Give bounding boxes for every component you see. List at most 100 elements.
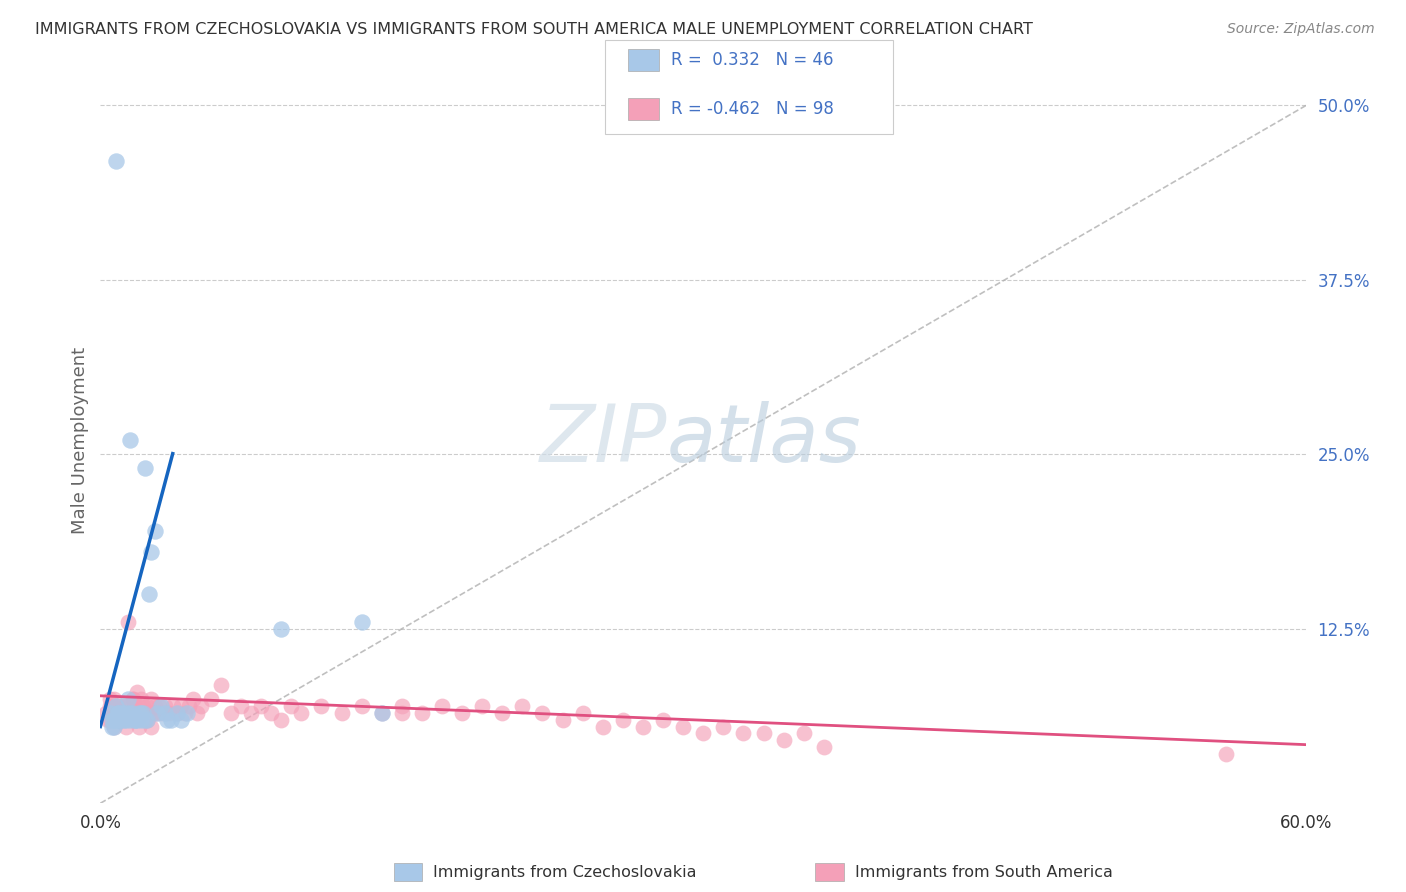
Point: [96, 706, 118, 720]
Point: [219, 706, 242, 720]
Text: atlas: atlas: [666, 401, 862, 479]
Point: [135, 713, 157, 727]
Point: [752, 726, 775, 740]
Point: [103, 713, 125, 727]
Point: [145, 706, 167, 720]
Text: Immigrants from Czechoslovakia: Immigrants from Czechoslovakia: [433, 865, 696, 880]
Point: [121, 706, 143, 720]
Point: [103, 719, 125, 733]
Point: [105, 698, 128, 713]
Point: [125, 706, 148, 720]
Point: [111, 706, 134, 720]
Point: [107, 706, 129, 720]
Point: [209, 678, 232, 692]
Point: [149, 706, 172, 720]
Point: [129, 706, 152, 720]
Point: [240, 706, 263, 720]
Point: [471, 698, 494, 713]
Point: [115, 706, 138, 720]
Point: [370, 706, 392, 720]
Point: [103, 713, 125, 727]
Point: [139, 719, 162, 733]
Point: [176, 706, 198, 720]
Point: [129, 691, 152, 706]
Point: [121, 691, 143, 706]
Point: [107, 706, 129, 720]
Point: [121, 691, 143, 706]
Point: [531, 706, 554, 720]
Point: [772, 733, 794, 747]
Text: R =  0.332   N = 46: R = 0.332 N = 46: [671, 51, 834, 70]
Point: [103, 691, 125, 706]
Point: [350, 615, 373, 629]
Point: [162, 698, 184, 713]
Point: [138, 706, 160, 720]
Point: [157, 706, 180, 720]
Point: [159, 713, 181, 727]
Point: [138, 587, 160, 601]
Point: [100, 698, 122, 713]
Point: [110, 706, 132, 720]
Point: [131, 706, 153, 720]
Point: [270, 622, 292, 636]
Point: [148, 698, 170, 713]
Point: [170, 698, 193, 713]
Text: Immigrants from South America: Immigrants from South America: [855, 865, 1112, 880]
Point: [672, 719, 695, 733]
Point: [156, 713, 179, 727]
Point: [330, 706, 353, 720]
Point: [128, 706, 150, 720]
Point: [1215, 747, 1237, 762]
Point: [229, 698, 252, 713]
Point: [135, 698, 157, 713]
Point: [120, 706, 142, 720]
Point: [186, 706, 208, 720]
Point: [592, 719, 614, 733]
Point: [733, 726, 755, 740]
Point: [692, 726, 714, 740]
Point: [105, 698, 128, 713]
Point: [134, 713, 156, 727]
Point: [115, 713, 138, 727]
Point: [124, 698, 146, 713]
Point: [571, 706, 593, 720]
Point: [111, 706, 134, 720]
Point: [250, 698, 273, 713]
Point: [139, 691, 162, 706]
Point: [124, 713, 146, 727]
Point: [103, 719, 125, 733]
Point: [111, 713, 134, 727]
Point: [100, 691, 122, 706]
Point: [170, 713, 193, 727]
Point: [107, 706, 129, 720]
Text: Source: ZipAtlas.com: Source: ZipAtlas.com: [1227, 22, 1375, 37]
Point: [173, 706, 195, 720]
Point: [145, 706, 167, 720]
Point: [280, 698, 302, 713]
Point: [97, 713, 120, 727]
Point: [110, 713, 132, 727]
Point: [101, 706, 124, 720]
Text: R = -0.462   N = 98: R = -0.462 N = 98: [671, 100, 834, 119]
Point: [105, 154, 128, 169]
Point: [631, 719, 654, 733]
Point: [107, 706, 129, 720]
Point: [153, 698, 176, 713]
Point: [491, 706, 513, 720]
Point: [134, 461, 156, 475]
Point: [110, 713, 132, 727]
Point: [149, 698, 172, 713]
Point: [270, 713, 292, 727]
Point: [101, 713, 124, 727]
Point: [124, 713, 146, 727]
Point: [391, 698, 413, 713]
Point: [115, 719, 138, 733]
Point: [177, 698, 200, 713]
Point: [117, 691, 139, 706]
Point: [101, 698, 124, 713]
Text: ZIP: ZIP: [540, 401, 666, 479]
Point: [711, 719, 734, 733]
Point: [181, 691, 204, 706]
Point: [290, 706, 312, 720]
Point: [430, 698, 453, 713]
